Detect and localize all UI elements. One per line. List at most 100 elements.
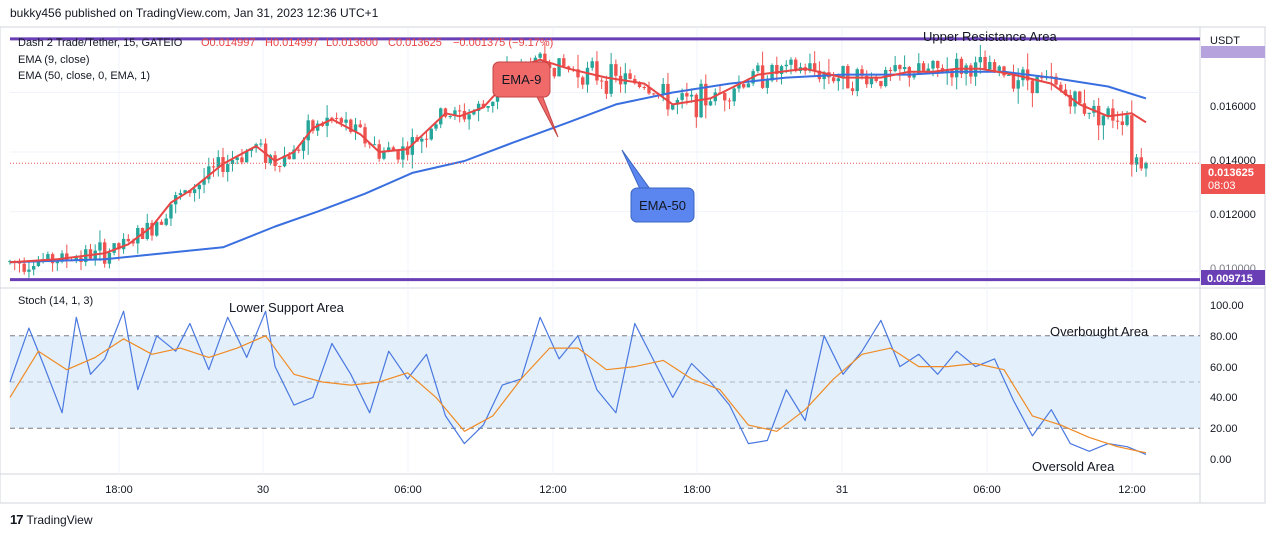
candle-body <box>860 69 864 76</box>
candle-body <box>372 144 377 146</box>
tradingview-brand: TradingView <box>26 512 93 527</box>
candle-body <box>642 87 646 89</box>
price-axis-unit: USDT <box>1210 35 1240 47</box>
candle-body <box>1011 74 1016 89</box>
candle-body <box>647 87 651 94</box>
candle-body <box>689 94 694 97</box>
candle-body <box>732 88 736 102</box>
tradingview-logo-icon: 17 <box>10 512 24 527</box>
candle-body <box>420 138 424 142</box>
candle-body <box>31 266 36 270</box>
candle-body <box>978 57 983 63</box>
candle-body <box>623 73 628 85</box>
candle-body <box>1054 76 1058 85</box>
candle-body <box>628 73 632 79</box>
candle-body <box>1078 91 1082 104</box>
candle-body <box>202 179 206 185</box>
candle-body <box>1059 84 1063 90</box>
candle-body <box>694 94 699 118</box>
candle-body <box>311 120 315 131</box>
candle-body <box>424 138 429 140</box>
candle-body <box>491 101 495 107</box>
candle-body <box>723 92 727 101</box>
legend-open: O0.014997 <box>201 37 255 49</box>
candle-body <box>675 99 680 105</box>
candle-body <box>1101 115 1106 126</box>
stoch-tick: 60.00 <box>1210 362 1238 374</box>
candle-body <box>36 260 41 267</box>
candle-body <box>22 263 26 272</box>
candle-body <box>344 119 348 123</box>
candle-body <box>1111 108 1115 121</box>
candle-body <box>391 147 396 151</box>
time-tick: 18:00 <box>105 484 133 496</box>
time-tick: 30 <box>257 484 269 496</box>
candle-body <box>98 242 102 251</box>
candle-body <box>453 110 457 117</box>
candle-body <box>931 60 935 69</box>
candle-body <box>1115 120 1120 122</box>
candle-body <box>216 157 220 168</box>
candle-body <box>538 53 542 58</box>
candle-body <box>902 67 907 70</box>
candle-body <box>226 164 230 172</box>
publisher-text: bukky456 published on TradingView.com, J… <box>10 6 379 20</box>
candle-body <box>1134 157 1139 165</box>
candle-body <box>599 80 604 82</box>
candle-body <box>136 227 140 244</box>
candle-body <box>429 128 433 140</box>
candle-body <box>1082 103 1087 114</box>
candle-body <box>959 58 964 74</box>
candle-body <box>869 77 874 85</box>
candle-body <box>737 83 741 89</box>
ema50-line <box>9 70 1147 264</box>
candle-body <box>741 83 746 88</box>
current-price-tag <box>1201 164 1265 194</box>
candle-body <box>661 83 665 94</box>
candle-body <box>448 116 452 118</box>
candle-body <box>268 155 273 163</box>
candle-body <box>486 106 490 108</box>
candle-body <box>595 61 599 81</box>
candle-body <box>898 65 902 70</box>
candle-body <box>27 269 31 272</box>
candle-body <box>235 157 239 160</box>
candle-body <box>727 100 732 102</box>
candle-body <box>60 253 64 262</box>
candle-body <box>670 104 675 110</box>
candle-body <box>1087 112 1091 114</box>
candle-body <box>192 189 197 194</box>
tradingview-footer[interactable]: 17 TradingView <box>10 512 93 527</box>
candle-body <box>831 77 836 82</box>
candle-body <box>614 64 618 76</box>
candle-body <box>306 120 310 141</box>
candle-body <box>746 83 751 88</box>
candle-body <box>888 69 893 72</box>
candle-body <box>159 221 164 225</box>
candle-body <box>562 58 566 67</box>
time-tick: 12:00 <box>539 484 567 496</box>
stoch-k-line <box>9 310 1147 455</box>
candle-body <box>992 62 997 71</box>
legend-high: H0.014997 <box>265 37 319 49</box>
upper-resistance-label: Upper Resistance Area <box>923 29 1057 44</box>
stoch-band <box>10 335 1200 429</box>
legend-low: L0.013600 <box>326 37 378 49</box>
time-tick: 31 <box>836 484 848 496</box>
candle-body <box>836 78 841 82</box>
candle-body <box>1063 89 1068 96</box>
oversold-label: Oversold Area <box>1032 459 1115 474</box>
candle-body <box>434 124 438 129</box>
candle-body <box>65 253 69 261</box>
candle-body <box>912 73 916 78</box>
legend-ema50: EMA (50, close, 0, EMA, 1) <box>18 70 150 82</box>
stoch-lines <box>9 310 1147 455</box>
candle-body <box>1096 105 1101 126</box>
candle-body <box>585 67 590 85</box>
candle-body <box>784 64 788 67</box>
candle-body <box>88 249 93 259</box>
candle-body <box>936 60 940 69</box>
legend-close: C0.013625 <box>388 37 442 49</box>
candle-body <box>349 119 353 132</box>
